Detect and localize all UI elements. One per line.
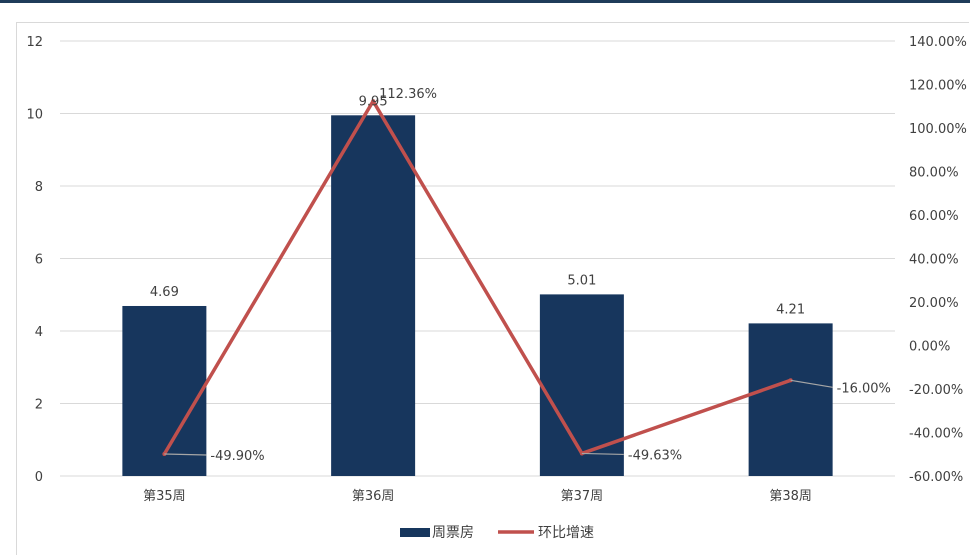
right-tick-label: 120.00% (909, 79, 967, 94)
right-tick-label: 20.00% (909, 296, 959, 311)
category-axis: 第35周 第36周 第37周 第38周 (143, 489, 812, 504)
right-tick-label: -20.00% (909, 383, 963, 398)
legend-line-label: 环比增速 (538, 525, 594, 541)
left-tick-label: 8 (35, 180, 43, 195)
left-tick-label: 4 (35, 325, 43, 340)
category-label: 第35周 (143, 489, 186, 504)
bar-value-label: 9.95 (359, 94, 388, 109)
line-series (162, 99, 793, 457)
left-tick-label: 10 (26, 108, 43, 123)
label-leader-line (581, 452, 624, 456)
label-leader-line (790, 379, 833, 388)
data-labels: 4.69 9.95 5.01 4.21 -49.90% 112.36% -49.63% -16… (150, 87, 891, 464)
right-axis: -60.00% -40.00% -20.00% 0.00% 20.00% 40.00% 60… (909, 35, 967, 485)
bar (331, 115, 416, 476)
right-tick-label: 0.00% (909, 340, 950, 355)
left-tick-label: 2 (35, 398, 43, 413)
left-tick-label: 12 (26, 35, 43, 50)
line-value-label: -49.63% (628, 448, 682, 463)
category-label: 第38周 (769, 489, 812, 504)
left-axis: 0 2 4 6 8 10 12 (26, 35, 43, 485)
left-tick-label: 0 (35, 470, 43, 485)
line-value-label: 112.36% (379, 87, 437, 102)
bar (539, 294, 624, 476)
right-tick-label: 60.00% (909, 209, 959, 224)
right-tick-label: 40.00% (909, 253, 959, 268)
category-label: 第36周 (352, 489, 395, 504)
right-tick-label: -40.00% (909, 427, 963, 442)
line-value-label: -16.00% (837, 381, 891, 396)
line-point (371, 99, 376, 104)
legend: 周票房 环比增速 (400, 525, 594, 541)
bar-value-label: 4.69 (150, 285, 179, 300)
right-tick-label: 100.00% (909, 122, 967, 137)
right-tick-label: 80.00% (909, 166, 959, 181)
label-leader-line (164, 453, 207, 456)
legend-bar-swatch (400, 528, 430, 537)
right-tick-label: -60.00% (909, 470, 963, 485)
bar-value-label: 4.21 (776, 302, 805, 317)
bars (122, 115, 833, 476)
top-band (0, 0, 970, 3)
category-label: 第37周 (561, 489, 604, 504)
bar (748, 323, 833, 476)
bar (122, 305, 207, 476)
bar-value-label: 5.01 (567, 273, 596, 288)
right-tick-label: 140.00% (909, 35, 967, 50)
chart-frame (16, 22, 969, 555)
line-value-label: -49.90% (210, 449, 264, 464)
legend-bar-label: 周票房 (432, 525, 474, 541)
left-tick-label: 6 (35, 253, 43, 268)
growth-rate-line (162, 99, 792, 456)
